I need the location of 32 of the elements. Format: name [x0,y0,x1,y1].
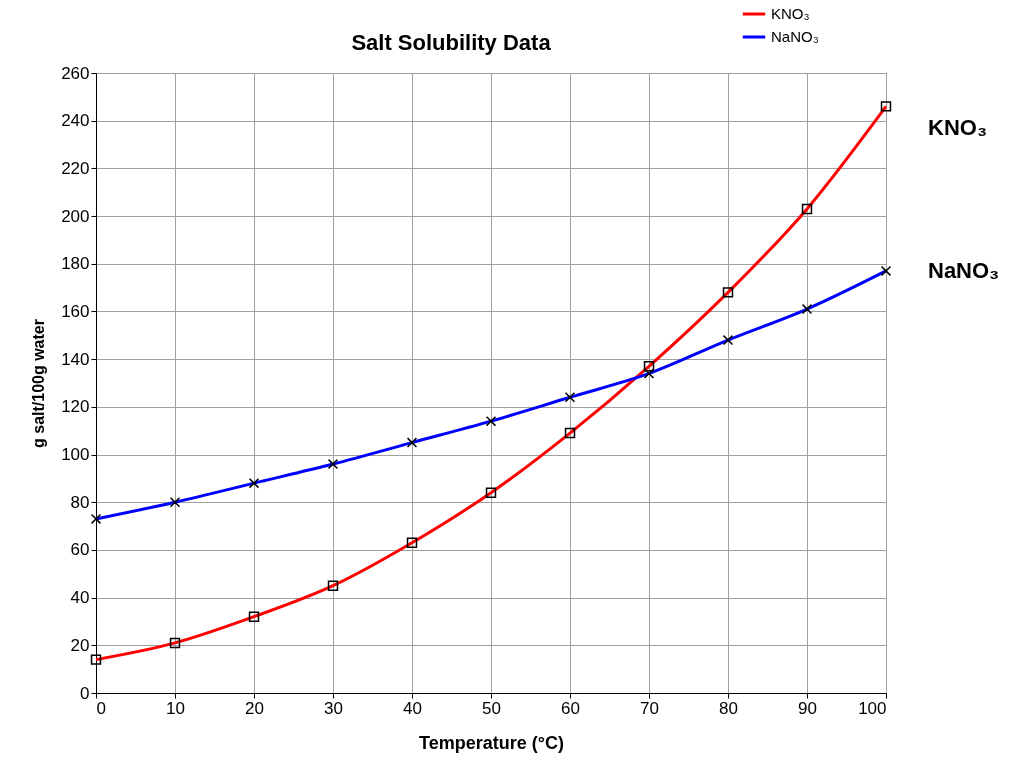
y-tick-label: 200 [61,206,90,226]
y-axis-title: g salt/100g water [30,319,48,448]
x-tick-label: 20 [245,698,264,718]
y-tick-label: 260 [61,63,90,83]
x-axis-title: Temperature (°C) [419,732,564,753]
text: NaNO₃ [928,257,1000,283]
y-tick-label: 160 [61,301,90,321]
y-tick-label: 0 [80,683,90,703]
legend-label: NaNO₃ [771,28,819,45]
y-tick-label: 120 [61,397,90,417]
y-tick-label: 60 [70,540,90,560]
text: KNO₃ [928,114,988,140]
x-tick-label: 30 [324,698,343,718]
x-tick-label: 50 [482,698,501,718]
x-tick-label: 80 [719,698,738,718]
y-tick-label: 20 [70,635,90,655]
x-tick-label: 10 [166,698,185,718]
x-tick-label: 0 [96,698,106,718]
y-tick-label: 80 [70,492,90,512]
y-tick-label: 40 [70,588,90,608]
x-tick-label: 90 [798,698,817,718]
y-tick-label: 100 [61,445,90,465]
x-tick-label: 100 [858,698,887,718]
x-tick-label: 40 [403,698,422,718]
y-tick-label: 180 [61,254,90,274]
legend-label: KNO₃ [771,5,810,22]
y-tick-label: 240 [61,111,90,131]
x-tick-label: 60 [561,698,580,718]
y-tick-label: 220 [61,158,90,178]
x-tick-label: 70 [640,698,659,718]
chart-title: Salt Solubility Data [351,30,552,55]
y-tick-label: 140 [61,349,90,369]
